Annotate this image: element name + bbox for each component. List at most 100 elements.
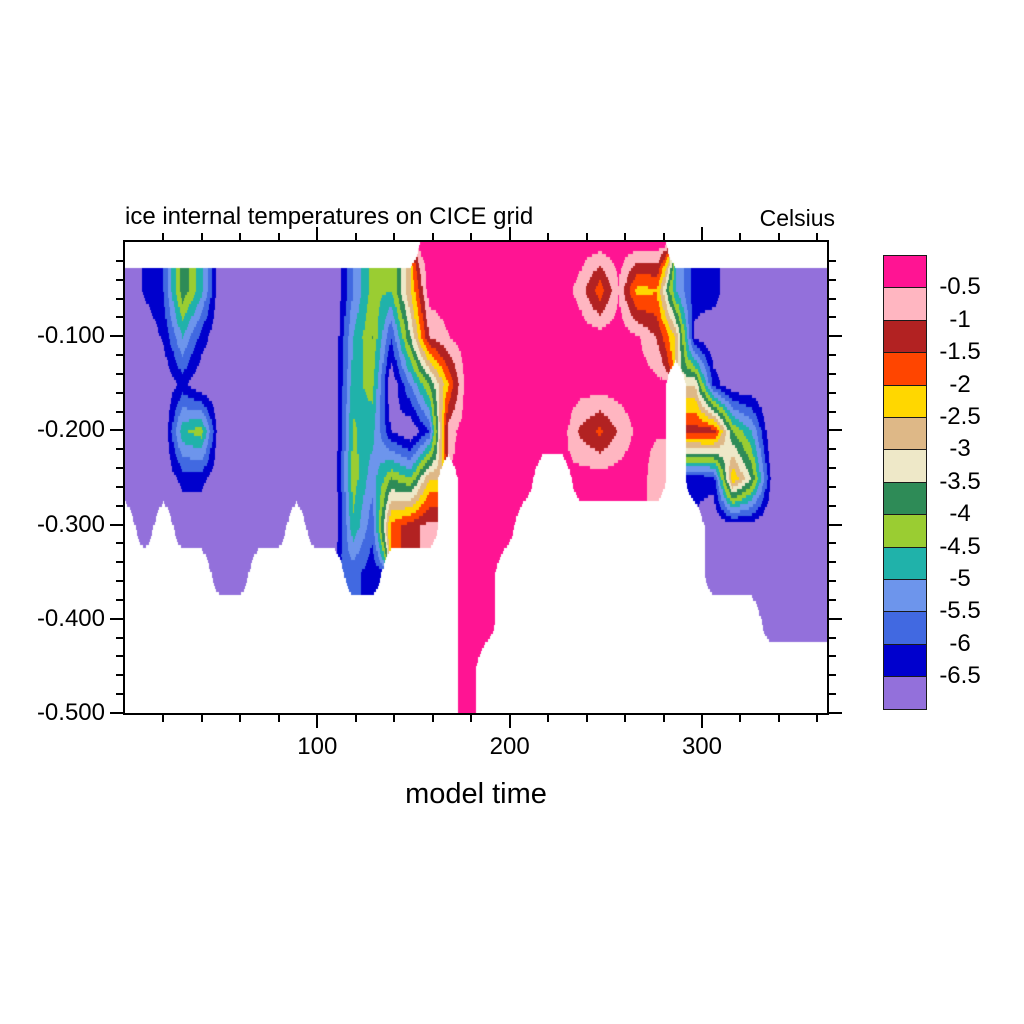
y-axis-tick (829, 674, 836, 677)
x-tick-label: 300 (681, 733, 722, 760)
y-axis-tick (110, 712, 123, 714)
colorbar-label: -1 (949, 305, 971, 333)
y-axis-tick (829, 259, 836, 262)
x-axis-tick (508, 715, 511, 728)
x-axis-tick (739, 715, 742, 722)
y-axis-tick (116, 598, 123, 601)
y-axis-tick (829, 410, 836, 413)
x-axis-tick (739, 233, 742, 240)
y-axis-tick (829, 278, 836, 281)
y-axis-tick (829, 504, 836, 507)
colorbar-label: -2 (949, 370, 971, 398)
colorbar-label: -0.5 (939, 273, 981, 301)
x-axis-tick (162, 715, 165, 722)
x-axis-tick (624, 233, 627, 240)
y-axis-tick (829, 712, 842, 714)
colorbar-label: -4.5 (939, 532, 981, 560)
y-axis-tick (829, 429, 842, 432)
x-axis-tick (624, 715, 627, 722)
colorbar-swatch (883, 417, 927, 451)
x-axis-tick (816, 233, 819, 240)
x-axis-tick (393, 233, 396, 240)
y-axis-tick (116, 561, 123, 564)
colorbar-label: -6.5 (939, 662, 981, 690)
y-tick-label: -0.300 (36, 510, 105, 538)
y-axis-tick (829, 485, 836, 488)
x-axis-tick (547, 233, 550, 240)
y-axis-tick (829, 580, 836, 583)
x-axis-tick (547, 715, 550, 722)
y-axis-tick (110, 617, 123, 620)
x-axis-tick (470, 715, 473, 722)
x-axis-tick (316, 715, 319, 728)
x-axis-tick (662, 233, 665, 240)
y-axis-tick (116, 448, 123, 451)
y-axis-tick (116, 693, 123, 696)
x-axis-tick (239, 715, 242, 722)
x-axis-tick (354, 233, 357, 240)
colorbar-swatch (883, 352, 927, 386)
units-label: Celsius (759, 205, 835, 231)
y-tick-label: -0.200 (36, 416, 105, 444)
colorbar-label: -4 (949, 500, 971, 528)
y-tick-label: -0.100 (36, 322, 105, 350)
x-axis-tick (277, 715, 280, 722)
y-axis-tick (116, 674, 123, 677)
y-axis-tick (116, 655, 123, 658)
x-axis-tick (316, 227, 319, 240)
x-axis-tick (393, 715, 396, 722)
y-axis-tick (829, 617, 842, 620)
y-axis-tick (116, 278, 123, 281)
colorbar-swatch (883, 287, 927, 321)
x-axis-tick (277, 233, 280, 240)
y-axis-tick (116, 636, 123, 639)
x-axis-tick (431, 233, 434, 240)
x-axis-tick (470, 233, 473, 240)
y-axis-tick (116, 580, 123, 583)
x-axis-tick (354, 715, 357, 722)
y-axis-tick (829, 693, 836, 696)
colorbar-label: -5 (949, 565, 971, 592)
colorbar-swatch (883, 579, 927, 613)
y-axis-tick (829, 542, 836, 545)
y-axis-tick (829, 316, 836, 319)
colorbar-swatch (883, 255, 927, 289)
y-axis-tick (829, 354, 836, 357)
x-axis-title: model time (405, 778, 547, 810)
y-axis-tick (116, 354, 123, 357)
y-axis-tick (116, 316, 123, 319)
y-axis-tick (829, 523, 842, 526)
x-axis-tick (585, 233, 588, 240)
y-axis-tick (110, 523, 123, 526)
x-axis-tick (777, 233, 780, 240)
colorbar-label: -2.5 (939, 403, 981, 430)
y-axis-tick (829, 391, 836, 394)
y-axis-tick (829, 636, 836, 639)
y-axis-tick (116, 467, 123, 470)
colorbar-swatch (883, 676, 927, 710)
x-axis-tick (162, 233, 165, 240)
y-axis-tick (116, 410, 123, 413)
colorbar-label: -3.5 (939, 467, 981, 495)
colorbar-label: -3 (949, 435, 971, 463)
y-axis-tick (829, 598, 836, 601)
x-tick-label: 200 (489, 733, 530, 760)
colorbar-label: -5.5 (939, 597, 981, 625)
y-tick-label: -0.400 (36, 604, 105, 632)
y-axis-tick (829, 335, 842, 338)
x-axis-tick (585, 715, 588, 722)
plot-title: ice internal temperatures on CICE grid (125, 203, 534, 230)
y-axis-tick (116, 259, 123, 262)
y-axis-tick (110, 429, 123, 432)
x-axis-tick (777, 715, 780, 722)
y-axis-tick (829, 372, 836, 375)
y-axis-tick (829, 655, 836, 658)
y-axis-tick (829, 448, 836, 451)
colorbar-label: -1.5 (939, 338, 981, 366)
x-tick-label: 100 (297, 733, 338, 760)
x-axis-tick (662, 715, 665, 722)
x-axis-tick (700, 227, 703, 240)
colorbar-swatch (883, 319, 927, 354)
x-axis-tick (200, 233, 203, 240)
